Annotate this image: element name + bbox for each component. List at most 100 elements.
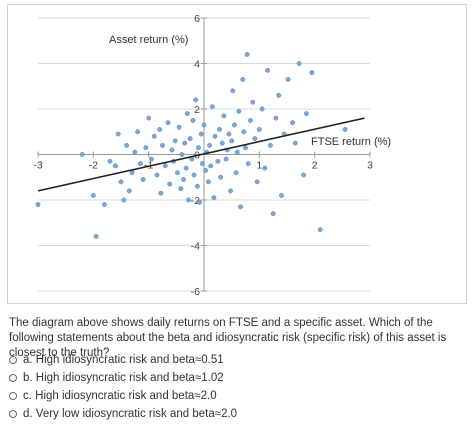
data-point bbox=[184, 111, 190, 117]
data-point bbox=[140, 177, 146, 182]
question-text: The diagram above shows daily returns on… bbox=[9, 317, 447, 359]
radio-button-icon[interactable] bbox=[9, 410, 17, 418]
data-point bbox=[157, 127, 163, 132]
data-point bbox=[146, 115, 152, 121]
data-point bbox=[160, 142, 165, 148]
data-point bbox=[132, 149, 138, 155]
x-tick-label: -3 bbox=[33, 160, 42, 172]
data-point bbox=[234, 149, 240, 155]
data-point bbox=[208, 163, 214, 169]
y-tick-label: -6 bbox=[191, 286, 200, 298]
data-point bbox=[236, 108, 242, 114]
x-tick-label: 2 bbox=[312, 160, 318, 172]
option-d[interactable]: d. Very low idiosyncratic risk and beta≈… bbox=[9, 405, 237, 423]
data-point bbox=[137, 161, 143, 167]
y-tick-label: 2 bbox=[194, 104, 200, 116]
data-point bbox=[207, 142, 212, 148]
data-point bbox=[221, 113, 227, 119]
data-point bbox=[317, 227, 323, 233]
data-point bbox=[124, 142, 129, 148]
data-point bbox=[101, 202, 107, 208]
data-point bbox=[215, 158, 221, 164]
option-b[interactable]: b. High idiosyncratic risk and beta≈1.02 bbox=[9, 369, 237, 387]
option-a[interactable]: a. High idiosyncratic risk and beta≈0.51 bbox=[9, 351, 237, 369]
data-point bbox=[296, 61, 302, 66]
data-point bbox=[244, 51, 250, 57]
data-point bbox=[240, 76, 246, 82]
data-point bbox=[229, 138, 235, 144]
radio-button-icon[interactable] bbox=[9, 392, 17, 400]
data-point bbox=[197, 199, 203, 205]
data-point bbox=[342, 127, 348, 132]
data-point bbox=[231, 122, 237, 128]
option-c[interactable]: c. High idiosyncratic risk and beta≈2.0 bbox=[9, 387, 237, 405]
data-point bbox=[148, 156, 154, 162]
data-point bbox=[262, 165, 268, 171]
data-point bbox=[199, 161, 205, 167]
y-tick-label: 4 bbox=[194, 59, 200, 71]
data-point bbox=[178, 186, 184, 192]
data-point bbox=[143, 145, 149, 151]
y-tick-label: 6 bbox=[194, 13, 200, 25]
data-point bbox=[169, 147, 175, 153]
data-point bbox=[217, 127, 222, 132]
data-point bbox=[205, 179, 211, 185]
data-point bbox=[309, 70, 315, 76]
x-tick-label: -2 bbox=[89, 160, 98, 172]
data-point bbox=[290, 120, 295, 126]
data-point bbox=[270, 211, 276, 217]
data-point bbox=[179, 152, 185, 157]
data-point bbox=[154, 172, 160, 178]
data-point bbox=[203, 167, 209, 173]
radio-button-icon[interactable] bbox=[9, 356, 17, 364]
data-point bbox=[301, 172, 307, 178]
data-point bbox=[182, 140, 188, 146]
data-point bbox=[194, 183, 200, 189]
x-tick-label: 1 bbox=[256, 160, 262, 172]
data-point bbox=[191, 172, 197, 178]
data-point bbox=[228, 188, 234, 194]
data-point bbox=[219, 140, 225, 146]
data-point bbox=[174, 170, 180, 176]
data-point bbox=[186, 197, 191, 203]
data-point bbox=[90, 193, 96, 198]
option-label: a. High idiosyncratic risk and beta≈0.51 bbox=[23, 354, 224, 366]
data-point bbox=[113, 163, 118, 169]
data-point bbox=[183, 165, 189, 171]
data-point bbox=[279, 193, 284, 198]
x-axis-label: FTSE return (%) bbox=[311, 136, 391, 148]
radio-button-icon[interactable] bbox=[9, 374, 17, 382]
data-point bbox=[115, 131, 121, 137]
data-point bbox=[190, 117, 196, 123]
data-point bbox=[241, 129, 247, 135]
data-point bbox=[187, 136, 193, 142]
data-point bbox=[230, 88, 236, 94]
answer-options: a. High idiosyncratic risk and beta≈0.51… bbox=[9, 351, 237, 423]
data-point bbox=[158, 190, 164, 196]
data-point bbox=[162, 163, 168, 169]
data-point bbox=[252, 136, 258, 142]
data-point bbox=[218, 174, 224, 180]
data-point bbox=[223, 156, 229, 162]
data-point bbox=[276, 92, 282, 98]
scatter-plot: -3-2-11236420-2-4-6 Asset return (%) FTS… bbox=[33, 13, 391, 298]
data-point bbox=[250, 99, 256, 105]
data-point bbox=[226, 131, 232, 137]
data-point bbox=[79, 152, 85, 157]
y-tick-label: -4 bbox=[191, 241, 200, 253]
data-point bbox=[209, 104, 215, 110]
scatter-chart-panel: -3-2-11236420-2-4-6 Asset return (%) FTS… bbox=[7, 4, 467, 304]
data-point bbox=[238, 204, 243, 210]
regression-line bbox=[37, 117, 365, 192]
data-point bbox=[198, 131, 204, 137]
data-point bbox=[129, 170, 135, 176]
data-points bbox=[35, 51, 348, 239]
data-point bbox=[107, 158, 113, 164]
data-point bbox=[35, 202, 41, 208]
data-point bbox=[135, 129, 141, 135]
data-point bbox=[254, 179, 260, 185]
regression-line-group bbox=[37, 117, 365, 192]
data-point bbox=[233, 170, 239, 176]
data-point bbox=[212, 133, 218, 139]
data-point bbox=[285, 76, 291, 82]
